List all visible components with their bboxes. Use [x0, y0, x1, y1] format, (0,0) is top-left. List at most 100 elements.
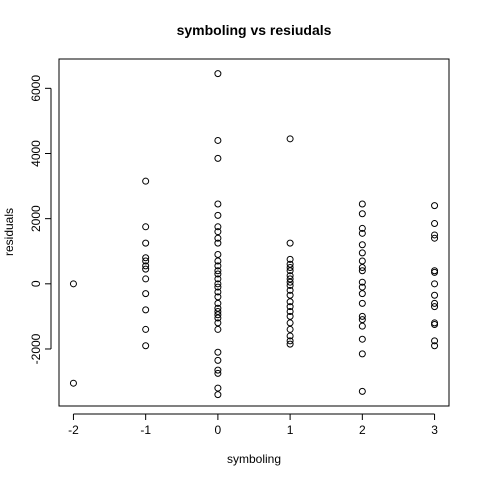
data-point — [286, 337, 294, 345]
data-point — [142, 275, 150, 283]
data-point — [286, 278, 294, 286]
data-point — [358, 200, 366, 208]
data-point — [286, 332, 294, 340]
data-point — [286, 272, 294, 280]
data-point — [358, 278, 366, 286]
data-point — [358, 224, 366, 232]
y-tick-label: 6000 — [29, 75, 43, 102]
data-point — [214, 288, 222, 296]
data-point — [286, 135, 294, 143]
data-point — [431, 299, 439, 307]
data-point — [286, 291, 294, 299]
plot-frame — [58, 58, 450, 407]
data-point — [214, 70, 222, 78]
data-point — [142, 306, 150, 314]
data-point — [142, 262, 150, 270]
data-point — [142, 254, 150, 262]
data-point — [358, 335, 366, 343]
data-point — [214, 250, 222, 258]
data-point — [431, 280, 439, 288]
chart-title: symboling vs resiudals — [177, 22, 332, 38]
data-point — [142, 223, 150, 231]
x-tick-label: -2 — [68, 423, 79, 437]
data-point — [214, 257, 222, 265]
data-point — [142, 325, 150, 333]
data-point — [214, 200, 222, 208]
data-point — [358, 210, 366, 218]
data-point — [286, 340, 294, 348]
x-tick-label: 1 — [287, 423, 294, 437]
data-point — [214, 325, 222, 333]
x-tick-label: 2 — [359, 423, 366, 437]
data-point — [214, 136, 222, 144]
data-point — [286, 303, 294, 311]
data-point — [214, 391, 222, 399]
data-point — [69, 280, 77, 288]
data-point — [142, 290, 150, 298]
data-point — [358, 322, 366, 330]
data-point — [431, 337, 439, 345]
data-point — [286, 308, 294, 316]
data-point — [214, 311, 222, 319]
data-point — [214, 280, 222, 288]
data-point — [431, 231, 439, 239]
data-point — [214, 299, 222, 307]
data-point — [214, 293, 222, 301]
data-point — [142, 342, 150, 350]
data-point — [69, 379, 77, 387]
data-point — [142, 239, 150, 247]
data-point — [431, 202, 439, 210]
data-point — [358, 299, 366, 307]
data-point — [358, 267, 366, 275]
data-point — [358, 290, 366, 298]
data-point — [214, 154, 222, 162]
data-point — [142, 177, 150, 185]
data-point — [286, 264, 294, 272]
y-tick-label: 2000 — [29, 205, 43, 232]
data-point — [358, 241, 366, 249]
x-axis-label: symboling — [227, 452, 281, 466]
data-point — [431, 291, 439, 299]
data-point — [358, 257, 366, 265]
data-point — [358, 229, 366, 237]
data-point — [431, 321, 439, 329]
data-point — [214, 262, 222, 270]
data-point — [214, 384, 222, 392]
data-point — [286, 325, 294, 333]
data-point — [286, 239, 294, 247]
data-point — [431, 220, 439, 228]
data-point — [214, 366, 222, 374]
x-axis: -2 -1 0 1 2 3 — [68, 413, 438, 437]
y-axis-label: residuals — [2, 208, 16, 256]
data-point — [214, 267, 222, 275]
x-tick-label: 0 — [215, 423, 222, 437]
data-point — [358, 264, 366, 272]
data-point — [214, 223, 222, 231]
data-point — [214, 228, 222, 236]
data-point — [431, 303, 439, 311]
data-point — [358, 249, 366, 257]
data-point — [358, 283, 366, 291]
data-point — [214, 275, 222, 283]
y-tick-label: 4000 — [29, 140, 43, 167]
data-point — [214, 356, 222, 364]
data-point — [214, 239, 222, 247]
data-point — [214, 314, 222, 322]
data-point — [286, 260, 294, 268]
y-tick-label: 0 — [29, 280, 43, 287]
data-point — [214, 369, 222, 377]
data-point — [214, 270, 222, 278]
data-point — [286, 267, 294, 275]
data-point — [358, 316, 366, 324]
data-point — [431, 234, 439, 242]
x-tick-label: 3 — [431, 423, 438, 437]
x-tick-label: -1 — [140, 423, 151, 437]
data-point — [142, 257, 150, 265]
data-point — [286, 286, 294, 294]
y-tick-label: -2000 — [29, 333, 43, 364]
data-point — [286, 298, 294, 306]
data-point — [286, 275, 294, 283]
data-point — [358, 312, 366, 320]
data-point — [358, 387, 366, 395]
